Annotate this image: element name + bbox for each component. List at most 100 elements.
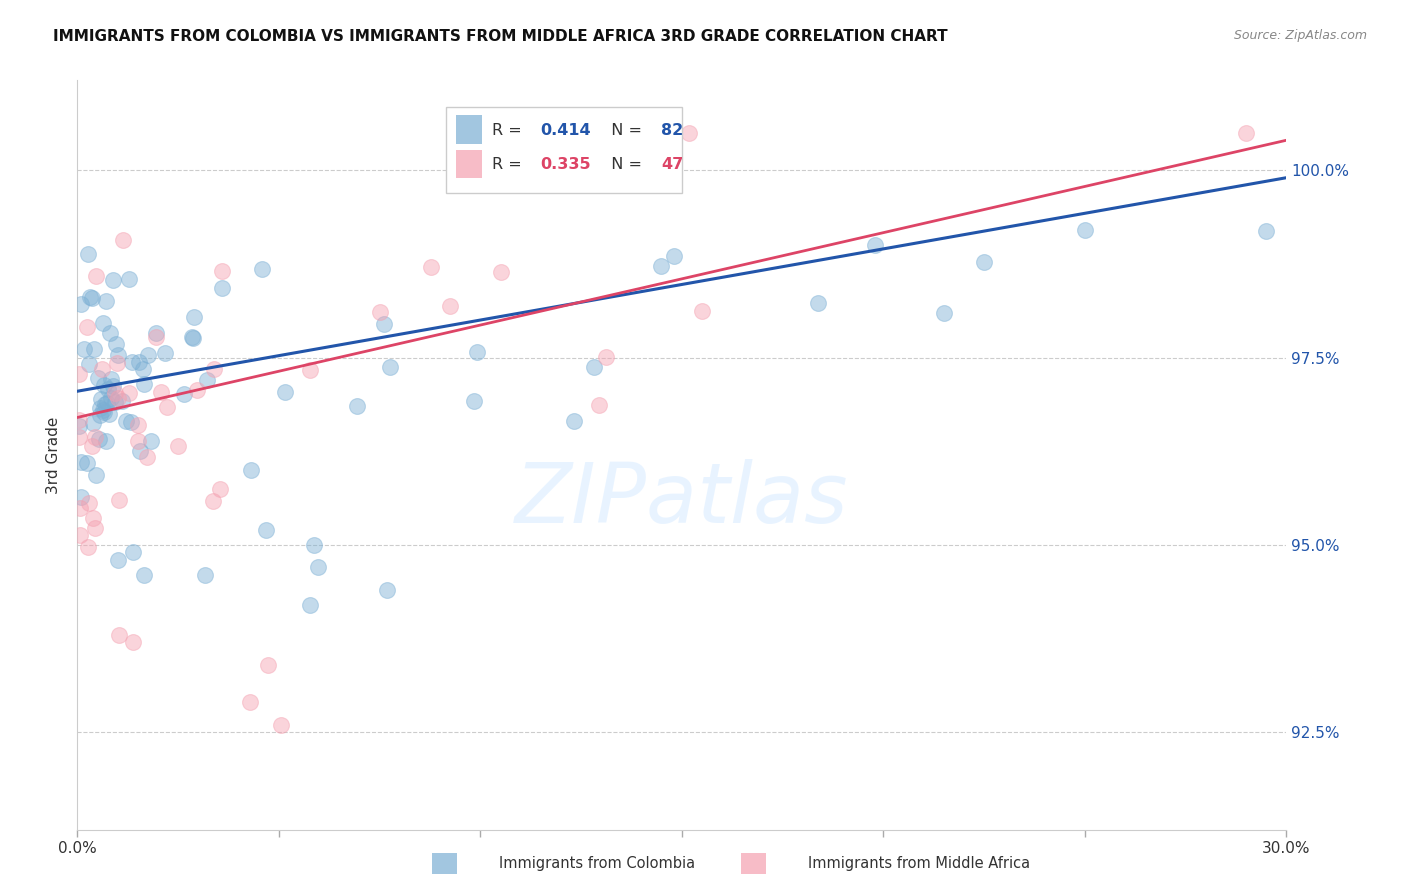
Point <box>108 628 131 642</box>
Point <box>104 337 127 351</box>
Point <box>121 545 143 559</box>
Text: 47: 47 <box>661 158 683 172</box>
FancyBboxPatch shape <box>446 106 682 193</box>
Point <box>121 354 143 368</box>
Point <box>70 455 93 469</box>
Point <box>180 330 202 344</box>
Point <box>83 342 105 356</box>
Point <box>209 482 232 496</box>
Point <box>128 355 150 369</box>
Point <box>662 249 685 263</box>
Point <box>373 318 395 332</box>
Point <box>463 394 485 409</box>
Point <box>93 405 115 419</box>
Text: IMMIGRANTS FROM COLOMBIA VS IMMIGRANTS FROM MIDDLE AFRICA 3RD GRADE CORRELATION : IMMIGRANTS FROM COLOMBIA VS IMMIGRANTS F… <box>53 29 948 44</box>
Point <box>111 394 134 409</box>
Point <box>302 538 325 552</box>
Point <box>127 418 149 433</box>
Point <box>77 357 100 371</box>
Point <box>195 373 218 387</box>
Point <box>127 434 149 448</box>
Point <box>211 281 233 295</box>
Text: ZIPatlas: ZIPatlas <box>515 459 849 541</box>
Point <box>136 450 159 465</box>
Point <box>1234 126 1257 140</box>
Point <box>101 378 124 392</box>
Point <box>67 368 90 382</box>
Point <box>76 457 98 471</box>
Point <box>70 297 93 311</box>
Point <box>96 434 118 449</box>
Point <box>84 467 107 482</box>
Text: Source: ZipAtlas.com: Source: ZipAtlas.com <box>1233 29 1367 42</box>
Text: R =: R = <box>492 158 527 172</box>
Point <box>91 317 114 331</box>
Text: Immigrants from Middle Africa: Immigrants from Middle Africa <box>808 856 1031 871</box>
Point <box>100 372 122 386</box>
Point <box>69 501 91 516</box>
Point <box>588 397 610 411</box>
Point <box>131 361 153 376</box>
Text: N =: N = <box>600 158 647 172</box>
Point <box>139 434 162 449</box>
Point <box>112 233 135 247</box>
Point <box>77 496 100 510</box>
Point <box>84 268 107 283</box>
Point <box>299 598 322 612</box>
Point <box>118 272 141 286</box>
Point <box>128 444 150 458</box>
Point <box>439 299 461 313</box>
Point <box>136 348 159 362</box>
Point <box>87 371 110 385</box>
Point <box>80 439 103 453</box>
Point <box>973 255 995 269</box>
Point <box>67 419 90 434</box>
Point <box>69 527 91 541</box>
Point <box>67 430 90 444</box>
Point <box>465 345 488 359</box>
Point <box>83 430 105 444</box>
Point <box>186 383 208 397</box>
Point <box>562 413 585 427</box>
Point <box>650 259 672 273</box>
Point <box>76 319 98 334</box>
Point <box>77 540 100 554</box>
Point <box>96 293 118 308</box>
Point <box>90 361 112 376</box>
Text: 0.414: 0.414 <box>540 123 591 138</box>
Point <box>690 304 713 318</box>
Point <box>194 567 217 582</box>
Point <box>79 290 101 304</box>
Point <box>678 126 700 140</box>
Point <box>489 265 512 279</box>
Point <box>91 403 114 417</box>
Bar <box>456 115 482 144</box>
Point <box>105 356 128 370</box>
Point <box>82 416 104 430</box>
Point <box>183 310 205 324</box>
Point <box>96 396 118 410</box>
Point <box>202 361 225 376</box>
Point <box>134 376 156 391</box>
Point <box>97 407 120 421</box>
Point <box>145 326 167 341</box>
Text: 0.335: 0.335 <box>540 158 591 172</box>
Point <box>132 567 155 582</box>
Bar <box>456 150 482 178</box>
Point <box>155 346 177 360</box>
Point <box>346 400 368 414</box>
Point <box>89 401 111 415</box>
Point <box>582 360 605 375</box>
Text: 82: 82 <box>661 123 683 138</box>
Point <box>1074 222 1097 236</box>
Point <box>107 492 129 507</box>
Point <box>89 408 111 422</box>
Point <box>107 391 129 405</box>
Point <box>69 490 91 504</box>
Point <box>202 493 225 508</box>
Point <box>82 292 104 306</box>
Point <box>77 247 100 261</box>
Point <box>595 350 617 364</box>
Point <box>107 553 129 567</box>
Point <box>156 401 179 415</box>
